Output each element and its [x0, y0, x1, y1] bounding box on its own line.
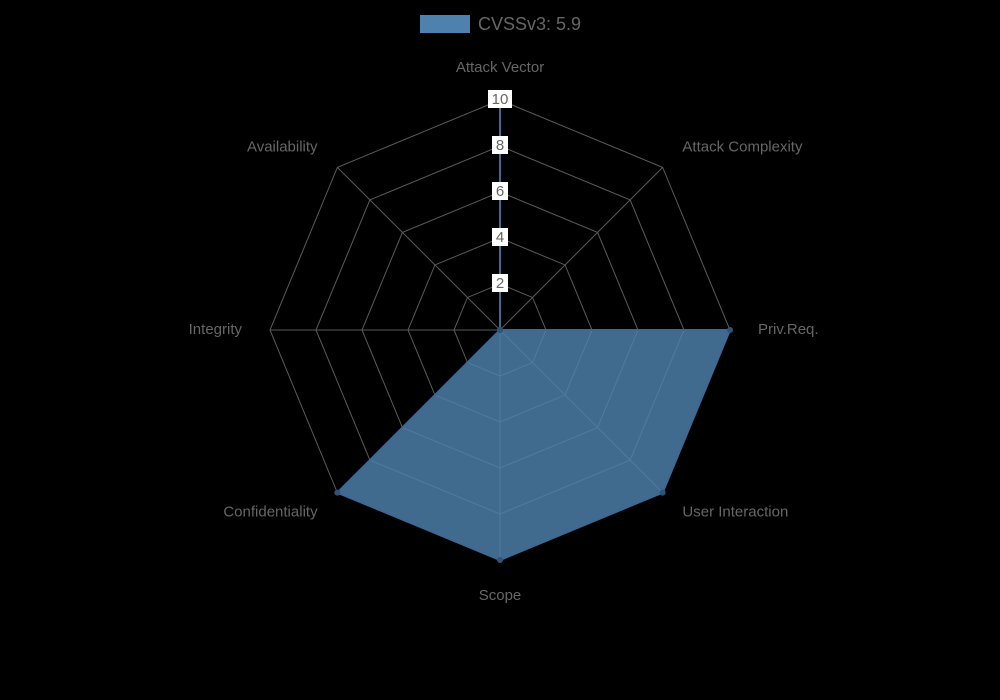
chart-legend: CVSSv3: 5.9 — [420, 14, 581, 34]
tick-label: 6 — [496, 183, 504, 200]
data-point — [497, 557, 503, 563]
tick-label: 10 — [492, 91, 509, 108]
tick-label: 8 — [496, 137, 504, 154]
tick-label: 2 — [496, 275, 504, 292]
axis-label: Scope — [479, 587, 522, 604]
axis-label: Availability — [247, 139, 318, 156]
axis-label: Attack Complexity — [682, 139, 803, 156]
data-point — [727, 327, 733, 333]
axis-label: Priv.Req. — [758, 321, 819, 338]
legend-label: CVSSv3: 5.9 — [478, 14, 581, 34]
axis-label: Confidentiality — [223, 503, 318, 520]
data-point — [334, 490, 340, 496]
data-point — [497, 327, 503, 333]
legend-swatch — [420, 15, 470, 33]
radar-chart: 2 4 6 8 10 Attack Vector Attack Complexity Pri… — [0, 0, 1000, 700]
tick-label: 4 — [496, 229, 504, 246]
data-point — [660, 490, 666, 496]
axis-label: Attack Vector — [456, 59, 544, 76]
grid-spoke — [337, 167, 500, 330]
axis-label: Integrity — [189, 321, 243, 338]
axis-label: User Interaction — [682, 503, 788, 520]
grid-spoke — [500, 167, 663, 330]
